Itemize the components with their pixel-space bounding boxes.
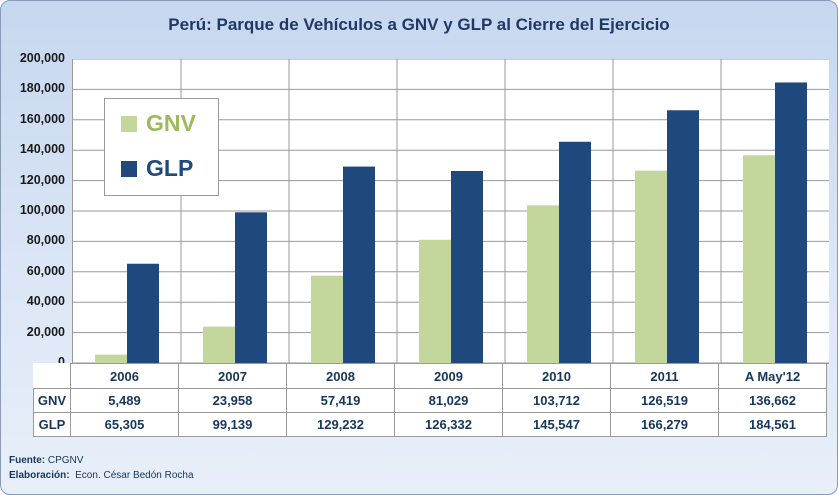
y-tick-label: 80,000 — [26, 233, 65, 248]
legend-label-gnv: GNV — [146, 110, 196, 136]
data-label: 129,232 — [286, 412, 395, 437]
source-line: Fuente: CPGNV — [9, 453, 194, 468]
data-label: 23,958 — [178, 388, 287, 413]
bar-gnv-6 — [743, 155, 775, 363]
category-label: 2006 — [70, 363, 179, 389]
data-label: 57,419 — [286, 388, 395, 413]
y-tick-label: 200,000 — [19, 51, 65, 65]
bar-gnv-5 — [635, 170, 667, 363]
row-label: GLP — [33, 412, 71, 437]
y-tick-label: 40,000 — [26, 294, 65, 309]
category-label: 2009 — [394, 363, 503, 389]
author-label: Elaboración: — [9, 470, 70, 481]
data-label: 184,561 — [718, 412, 827, 437]
legend-swatch-gnv — [121, 115, 137, 132]
y-tick-label: 120,000 — [19, 172, 65, 187]
data-label: 81,029 — [394, 388, 503, 413]
legend-item-glp: GLP — [121, 155, 193, 182]
legend: GNV GLP — [104, 98, 219, 196]
chart-title: Perú: Parque de Vehículos a GNV y GLP al… — [168, 15, 670, 34]
data-label: 65,305 — [70, 412, 179, 437]
bar-glp-4 — [559, 141, 591, 363]
data-table: 2006 2007 2008 2009 2010 2011 A May'12 GNV 5,489… — [33, 363, 827, 437]
y-tick-label: 20,000 — [26, 324, 65, 339]
category-label: A May'12 — [718, 363, 827, 389]
bar-glp-2 — [343, 166, 375, 363]
table-row: GNV 5,489 23,958 57,419 81,029 103,712 126,519… — [33, 388, 827, 413]
source-label: Fuente: — [9, 455, 46, 466]
bar-gnv-1 — [203, 326, 235, 363]
bar-glp-6 — [775, 82, 807, 363]
bar-glp-5 — [667, 110, 699, 363]
data-label: 136,662 — [718, 388, 827, 413]
bar-gnv-0 — [95, 354, 127, 363]
y-tick-label: 160,000 — [19, 111, 65, 126]
legend-label-glp: GLP — [146, 155, 194, 181]
data-label: 103,712 — [502, 388, 611, 413]
plot-area — [72, 59, 829, 364]
bar-glp-3 — [451, 170, 483, 363]
data-label: 5,489 — [70, 388, 179, 413]
source-text: CPGNV — [47, 455, 84, 466]
category-label: 2007 — [178, 363, 287, 389]
y-tick-label: 100,000 — [19, 203, 65, 217]
row-label: GNV — [33, 388, 71, 413]
bar-glp-0 — [127, 263, 159, 363]
footer: Fuente: CPGNV Elaboración: Econ. César B… — [9, 453, 194, 483]
data-label: 99,139 — [178, 412, 287, 437]
category-label: 2011 — [610, 363, 719, 389]
author-text: Econ. César Bedón Rocha — [75, 470, 194, 481]
category-label: 2008 — [286, 363, 395, 389]
chart-svg — [73, 59, 829, 363]
bar-gnv-4 — [527, 205, 559, 363]
table-row: GLP 65,305 99,139 129,232 126,332 145,547 166,… — [33, 412, 827, 437]
table-corner — [33, 363, 71, 389]
y-tick-label: 60,000 — [26, 263, 65, 278]
data-label: 145,547 — [502, 412, 611, 437]
bar-gnv-2 — [311, 275, 343, 363]
legend-swatch-glp — [121, 160, 137, 177]
bar-gnv-3 — [419, 239, 451, 363]
data-label: 166,279 — [610, 412, 719, 437]
y-tick-label: 0 — [58, 355, 65, 369]
y-tick-label: 140,000 — [19, 142, 65, 157]
legend-item-gnv: GNV — [121, 110, 196, 137]
category-label: 2010 — [502, 363, 611, 389]
data-label: 126,332 — [394, 412, 503, 437]
y-tick-label: 180,000 — [19, 81, 65, 96]
author-line: Elaboración: Econ. César Bedón Rocha — [9, 468, 194, 483]
data-label: 126,519 — [610, 388, 719, 413]
bar-glp-1 — [235, 212, 267, 363]
